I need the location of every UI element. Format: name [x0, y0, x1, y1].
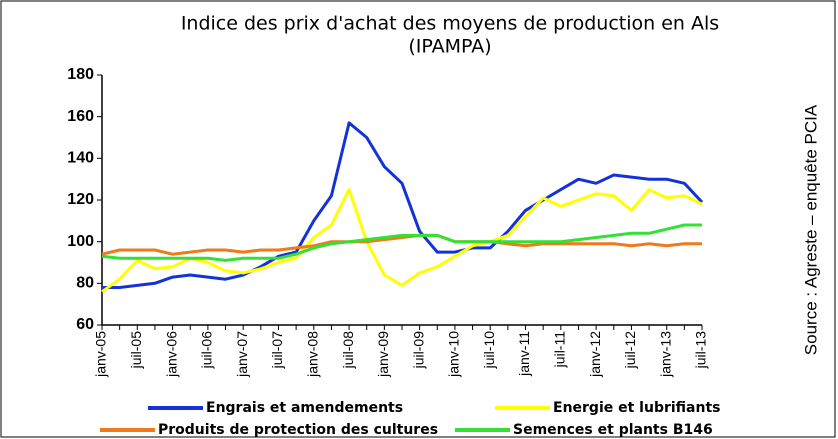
- x-tick-label: janv-10: [446, 331, 462, 378]
- legend-label: Energie et lubrifiants: [553, 400, 721, 416]
- x-tick-label: juil-07: [269, 331, 285, 370]
- x-tick-label: janv-05: [93, 331, 109, 378]
- series-line: [101, 223, 702, 262]
- y-tick-label: 180: [67, 66, 94, 83]
- series-line: [102, 121, 704, 289]
- y-tick-label: 160: [67, 108, 94, 125]
- legend-label: Produits de protection des cultures: [158, 422, 438, 438]
- chart-subtitle: (IPAMPA): [408, 36, 491, 58]
- y-axis-label: Indice base 100 en 201: [29, 122, 46, 278]
- y-tick-label: 140: [67, 150, 94, 167]
- x-tick-label: janv-06: [163, 331, 179, 378]
- series-line: [101, 188, 703, 293]
- x-tick-label: juil-12: [622, 331, 638, 370]
- x-tick-label: janv-12: [587, 331, 603, 378]
- y-tick-label: 80: [76, 275, 94, 292]
- x-tick-label: juil-09: [410, 331, 426, 370]
- x-tick-label: juil-05: [128, 331, 144, 370]
- y-tick-label: 120: [67, 191, 94, 208]
- x-tick-label: janv-11: [516, 331, 532, 377]
- source: Source : Agreste – enquête PCIA: [801, 104, 820, 355]
- x-tick-label: juil-08: [340, 331, 356, 370]
- chart-title: Indice des prix d'achat des moyens de pr…: [181, 13, 719, 35]
- series-line: [101, 233, 702, 256]
- legend-label: Semences et plants B146: [513, 422, 713, 438]
- y-tick-label: 100: [67, 233, 94, 250]
- x-tick-label: juil-11: [552, 331, 568, 369]
- y-tick-label: 60: [76, 316, 94, 333]
- x-tick-label: janv-08: [304, 331, 320, 378]
- x-tick-label: juil-06: [199, 331, 215, 370]
- x-tick-label: juil-10: [481, 331, 497, 370]
- x-tick-label: janv-09: [375, 331, 391, 378]
- x-tick-label: janv-07: [234, 331, 250, 378]
- legend-label: Engrais et amendements: [206, 400, 403, 416]
- x-tick-label: juil-13: [693, 331, 709, 370]
- x-tick-label: janv-13: [657, 331, 673, 378]
